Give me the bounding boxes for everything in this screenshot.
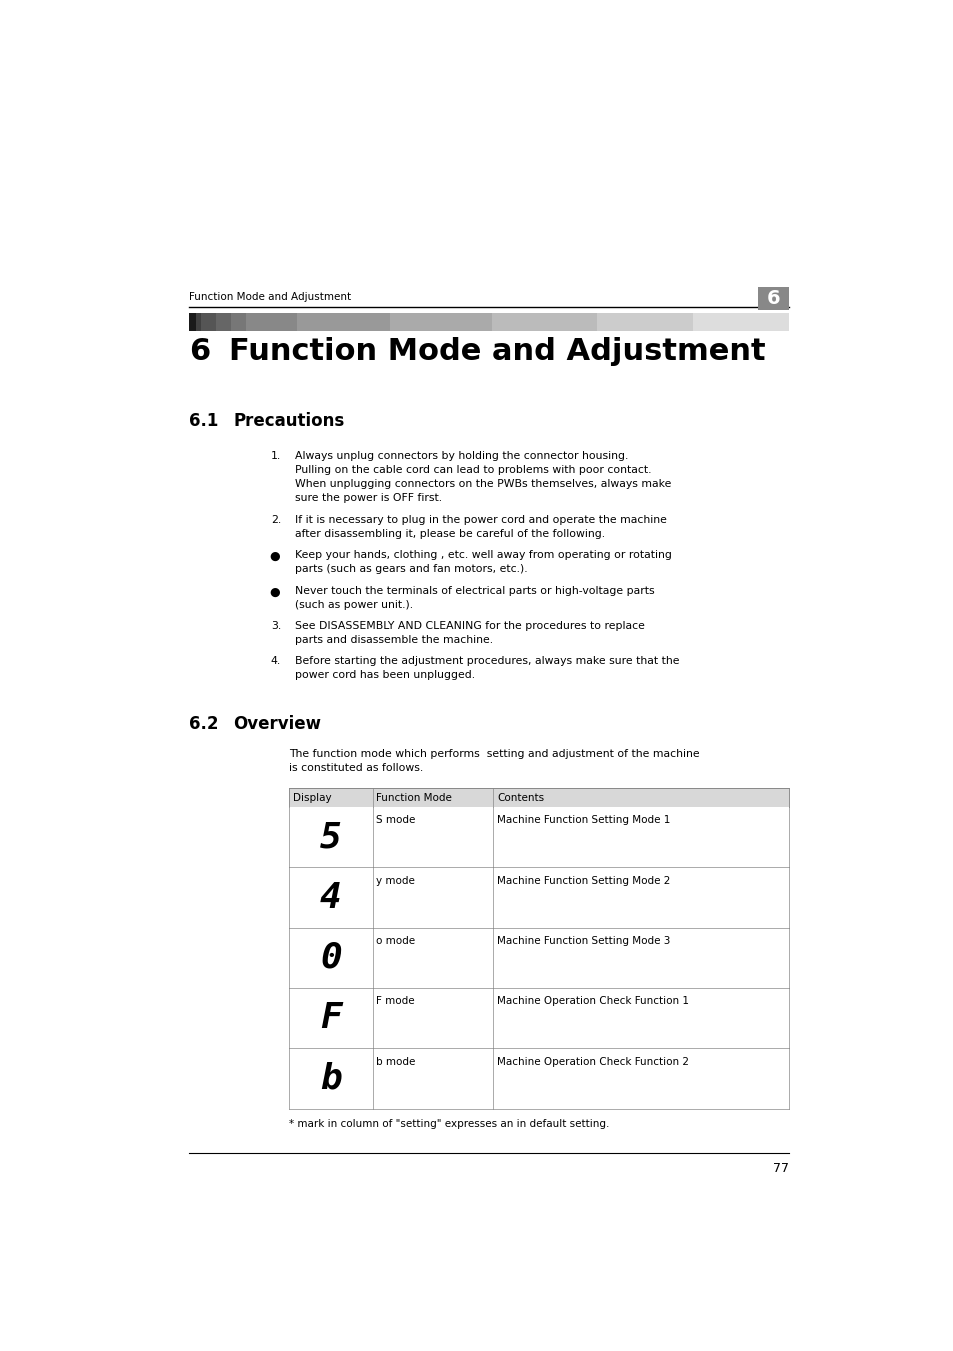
Text: Display: Display xyxy=(293,793,332,802)
Text: Overview: Overview xyxy=(233,715,321,732)
Text: 1.: 1. xyxy=(271,451,281,461)
Bar xyxy=(246,313,296,331)
Text: 3.: 3. xyxy=(271,621,281,631)
Text: Function Mode and Adjustment: Function Mode and Adjustment xyxy=(189,292,351,301)
Bar xyxy=(289,928,788,988)
Text: See DISASSEMBLY AND CLEANING for the procedures to replace: See DISASSEMBLY AND CLEANING for the pro… xyxy=(294,621,644,631)
Bar xyxy=(296,313,390,331)
Text: parts (such as gears and fan motors, etc.).: parts (such as gears and fan motors, etc… xyxy=(294,565,527,574)
Bar xyxy=(289,867,788,928)
Text: o mode: o mode xyxy=(376,936,416,946)
Text: Always unplug connectors by holding the connector housing.: Always unplug connectors by holding the … xyxy=(294,451,628,461)
Text: * mark in column of "setting" expresses an in default setting.: * mark in column of "setting" expresses … xyxy=(289,1119,609,1129)
Text: after disassembling it, please be careful of the following.: after disassembling it, please be carefu… xyxy=(294,528,605,539)
Text: is constituted as follows.: is constituted as follows. xyxy=(289,763,423,773)
Bar xyxy=(492,313,597,331)
Text: sure the power is OFF first.: sure the power is OFF first. xyxy=(294,493,442,504)
Bar xyxy=(289,988,788,1048)
Text: 6: 6 xyxy=(189,336,210,366)
Text: 6.2: 6.2 xyxy=(189,715,218,732)
Text: y mode: y mode xyxy=(376,875,415,886)
Bar xyxy=(289,1048,788,1109)
Text: 4: 4 xyxy=(320,881,341,915)
Text: Function Mode: Function Mode xyxy=(376,793,452,802)
Text: 4.: 4. xyxy=(271,657,281,666)
Text: Never touch the terminals of electrical parts or high-voltage parts: Never touch the terminals of electrical … xyxy=(294,585,654,596)
Bar xyxy=(390,313,492,331)
Text: 6.1: 6.1 xyxy=(189,412,218,430)
Text: Before starting the adjustment procedures, always make sure that the: Before starting the adjustment procedure… xyxy=(294,657,679,666)
Bar xyxy=(289,789,788,807)
Text: The function mode which performs  setting and adjustment of the machine: The function mode which performs setting… xyxy=(289,748,700,759)
Text: Function Mode and Adjustment: Function Mode and Adjustment xyxy=(229,336,765,366)
Text: 5: 5 xyxy=(320,820,341,854)
Text: F: F xyxy=(320,1001,341,1035)
Text: When unplugging connectors on the PWBs themselves, always make: When unplugging connectors on the PWBs t… xyxy=(294,480,671,489)
Text: ●: ● xyxy=(269,550,280,563)
Text: Machine Function Setting Mode 1: Machine Function Setting Mode 1 xyxy=(497,816,670,825)
Text: Keep your hands, clothing , etc. well away from operating or rotating: Keep your hands, clothing , etc. well aw… xyxy=(294,550,671,561)
Bar xyxy=(289,807,788,867)
Text: If it is necessary to plug in the power cord and operate the machine: If it is necessary to plug in the power … xyxy=(294,515,666,524)
Text: 0: 0 xyxy=(320,940,341,975)
Text: F mode: F mode xyxy=(376,997,415,1006)
Bar xyxy=(692,313,788,331)
Text: power cord has been unplugged.: power cord has been unplugged. xyxy=(294,670,475,681)
Bar xyxy=(200,313,215,331)
Text: Machine Function Setting Mode 2: Machine Function Setting Mode 2 xyxy=(497,875,670,886)
Bar xyxy=(215,313,231,331)
Text: b: b xyxy=(320,1062,341,1096)
Text: parts and disassemble the machine.: parts and disassemble the machine. xyxy=(294,635,493,644)
Text: (such as power unit.).: (such as power unit.). xyxy=(294,600,413,609)
Text: Machine Function Setting Mode 3: Machine Function Setting Mode 3 xyxy=(497,936,670,946)
Text: Machine Operation Check Function 1: Machine Operation Check Function 1 xyxy=(497,997,688,1006)
Text: 77: 77 xyxy=(772,1162,788,1175)
Text: Contents: Contents xyxy=(497,793,543,802)
Text: ●: ● xyxy=(269,585,280,598)
Bar xyxy=(597,313,692,331)
Text: 6: 6 xyxy=(766,289,780,308)
Text: 2.: 2. xyxy=(271,515,281,524)
Text: Precautions: Precautions xyxy=(233,412,344,430)
Bar xyxy=(231,313,246,331)
Bar xyxy=(758,286,788,309)
Text: S mode: S mode xyxy=(376,816,416,825)
Text: Machine Operation Check Function 2: Machine Operation Check Function 2 xyxy=(497,1056,688,1067)
Bar xyxy=(195,313,200,331)
Bar xyxy=(189,313,195,331)
Text: b mode: b mode xyxy=(376,1056,416,1067)
Text: Pulling on the cable cord can lead to problems with poor contact.: Pulling on the cable cord can lead to pr… xyxy=(294,465,651,476)
